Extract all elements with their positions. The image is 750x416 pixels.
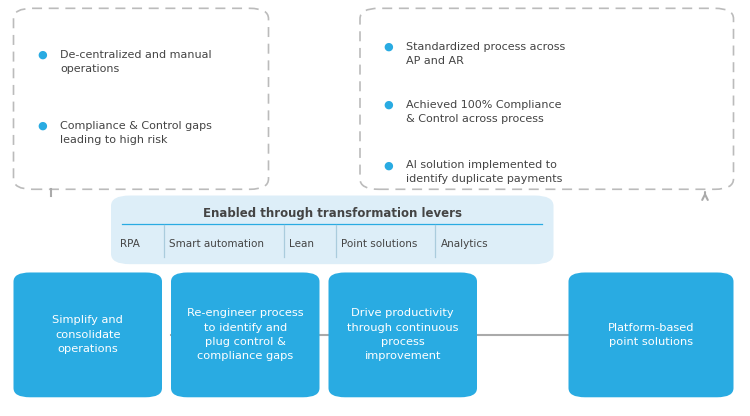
Text: Drive productivity
through continuous
process
improvement: Drive productivity through continuous pr… bbox=[347, 308, 458, 362]
FancyBboxPatch shape bbox=[171, 272, 320, 397]
Text: De-centralized and manual
operations: De-centralized and manual operations bbox=[60, 50, 211, 74]
FancyBboxPatch shape bbox=[13, 272, 162, 397]
Text: Achieved 100% Compliance
& Control across process: Achieved 100% Compliance & Control acros… bbox=[406, 100, 562, 124]
FancyBboxPatch shape bbox=[111, 196, 554, 264]
Text: ●: ● bbox=[37, 121, 46, 131]
Text: Lean: Lean bbox=[289, 239, 314, 249]
Text: Platform-based
point solutions: Platform-based point solutions bbox=[608, 323, 694, 347]
Text: ●: ● bbox=[383, 100, 393, 110]
Text: Re-engineer process
to identify and
plug control &
compliance gaps: Re-engineer process to identify and plug… bbox=[187, 308, 304, 362]
Text: Analytics: Analytics bbox=[441, 239, 489, 249]
Text: Smart automation: Smart automation bbox=[169, 239, 264, 249]
Text: Standardized process across
AP and AR: Standardized process across AP and AR bbox=[406, 42, 566, 66]
Text: Compliance & Control gaps
leading to high risk: Compliance & Control gaps leading to hig… bbox=[60, 121, 211, 145]
FancyBboxPatch shape bbox=[568, 272, 734, 397]
Text: Enabled through transformation levers: Enabled through transformation levers bbox=[202, 207, 462, 220]
FancyBboxPatch shape bbox=[13, 8, 268, 189]
FancyBboxPatch shape bbox=[360, 8, 734, 189]
Text: Point solutions: Point solutions bbox=[341, 239, 418, 249]
Text: ●: ● bbox=[383, 42, 393, 52]
FancyBboxPatch shape bbox=[328, 272, 477, 397]
Text: Simplify and
consolidate
operations: Simplify and consolidate operations bbox=[53, 315, 123, 354]
Text: RPA: RPA bbox=[120, 239, 140, 249]
Text: ●: ● bbox=[37, 50, 46, 60]
Text: ●: ● bbox=[383, 160, 393, 170]
Text: AI solution implemented to
identify duplicate payments: AI solution implemented to identify dupl… bbox=[406, 160, 562, 184]
